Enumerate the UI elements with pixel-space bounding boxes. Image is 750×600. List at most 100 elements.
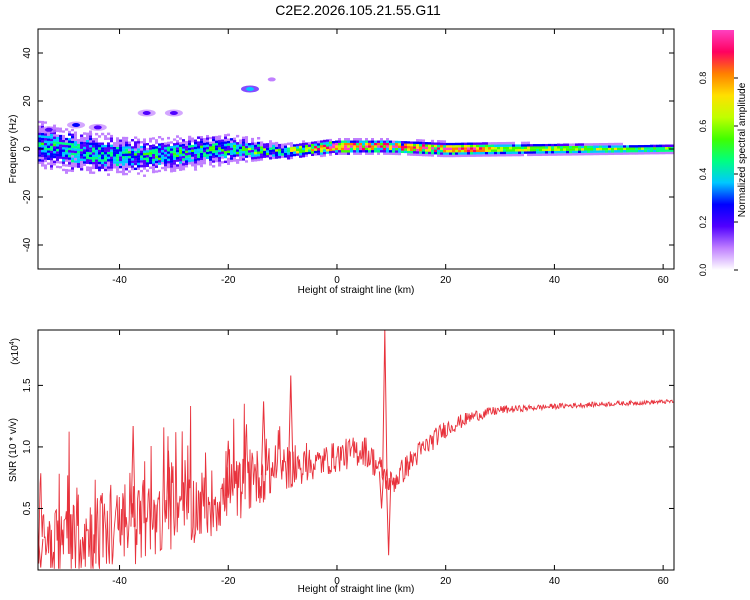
colorbar-tick-label: 0.8: [698, 72, 708, 85]
heatmap-cell: [425, 141, 429, 145]
heatmap-cell: [62, 171, 66, 174]
heatmap-cell: [179, 156, 183, 159]
heatmap-cell: [164, 144, 168, 148]
heatmap-cell: [245, 150, 249, 154]
heatmap-cell: [65, 144, 69, 148]
heatmap-cell: [401, 152, 405, 156]
heatmap-cell: [131, 167, 135, 171]
heatmap-cell: [74, 133, 78, 137]
heatmap-cell: [332, 143, 336, 146]
heatmap-cell: [149, 161, 153, 165]
heatmap-cell: [260, 160, 264, 164]
heatmap-cell: [206, 137, 210, 140]
heatmap-cell: [110, 154, 114, 157]
heatmap-cell: [491, 144, 495, 148]
heatmap-cell: [560, 148, 564, 151]
heatmap-cell: [122, 158, 126, 161]
heatmap-cell: [374, 140, 378, 143]
heatmap-cell: [233, 140, 237, 143]
heatmap-cell: [401, 140, 405, 144]
heatmap-cell: [215, 159, 219, 163]
heatmap-cell: [209, 129, 213, 133]
heatmap-cell: [41, 135, 45, 138]
heatmap-cell: [83, 132, 87, 135]
heatmap-cell: [98, 154, 102, 157]
heatmap-cell: [218, 159, 222, 162]
heatmap-cell: [407, 148, 411, 151]
heatmap-cell: [518, 151, 522, 154]
heatmap-cell: [641, 152, 645, 155]
heatmap-cell: [212, 165, 216, 168]
heatmap-cell: [44, 138, 48, 141]
heatmap-cell: [152, 153, 156, 157]
heatmap-cell: [86, 137, 90, 140]
heatmap-cell: [38, 130, 42, 133]
heatmap-cell: [122, 146, 126, 149]
heatmap-cell: [149, 144, 153, 148]
heatmap-cell: [275, 141, 279, 145]
heatmap-cell: [65, 156, 69, 160]
heatmap-cell: [218, 147, 222, 150]
heatmap-cell: [47, 164, 51, 168]
heatmap-cell: [272, 144, 276, 148]
heatmap-cell: [203, 145, 207, 148]
heatmap-cell: [44, 135, 48, 139]
heatmap-cell: [299, 150, 303, 154]
heatmap-cell: [221, 153, 225, 157]
heatmap-cell: [512, 146, 516, 150]
heatmap-cell: [143, 155, 147, 158]
heatmap-cell: [107, 173, 111, 176]
heatmap-cell: [203, 159, 207, 162]
heatmap-cell: [257, 149, 261, 152]
heatmap-cell: [59, 146, 63, 150]
heatmap-cell: [107, 163, 111, 167]
heatmap-cell: [164, 156, 168, 160]
heatmap-cell: [86, 139, 90, 143]
heatmap-cell: [164, 166, 168, 169]
heatmap-cell: [209, 134, 213, 137]
spectral-blob-core: [246, 87, 254, 91]
heatmap-cell: [620, 142, 624, 146]
heatmap-cell: [506, 149, 510, 152]
heatmap-cell: [77, 153, 81, 156]
heatmap-cell: [95, 147, 99, 150]
heatmap-cell: [239, 151, 243, 154]
heatmap-cell: [539, 146, 543, 149]
heatmap-cell: [188, 150, 192, 153]
heatmap-cell: [146, 150, 150, 153]
heatmap-cell: [89, 137, 93, 141]
heatmap-cell: [428, 142, 432, 145]
heatmap-cell: [98, 173, 102, 177]
heatmap-cell: [173, 150, 177, 153]
heatmap-cell: [332, 152, 336, 156]
heatmap-cell: [92, 147, 96, 150]
heatmap-cell: [662, 147, 666, 150]
heatmap-cell: [134, 143, 138, 147]
heatmap-cell: [308, 144, 312, 147]
heatmap-cell: [110, 144, 114, 148]
heatmap-cell: [470, 154, 474, 157]
heatmap-cell: [77, 148, 81, 152]
heatmap-cell: [302, 145, 306, 148]
heatmap-cell: [146, 169, 150, 172]
heatmap-cell: [662, 151, 666, 155]
heatmap-cell: [62, 135, 66, 138]
heatmap-cell: [200, 147, 204, 151]
heatmap-cell: [398, 147, 402, 151]
heatmap-cell: [167, 158, 171, 162]
heatmap-cell: [308, 142, 312, 145]
heatmap-cell: [152, 165, 156, 169]
heatmap-cell: [299, 145, 303, 149]
heatmap-cell: [389, 152, 393, 155]
heatmap-cell: [659, 149, 663, 152]
heatmap-cell: [323, 144, 327, 148]
heatmap-cell: [137, 155, 141, 158]
heatmap-cell: [74, 138, 78, 142]
heatmap-cell: [80, 146, 84, 149]
heatmap-cell: [248, 159, 252, 163]
heatmap-cell: [314, 150, 318, 154]
heatmap-cell: [59, 149, 63, 152]
heatmap-cell: [170, 160, 174, 163]
heatmap-cell: [434, 154, 438, 157]
heatmap-cell: [110, 170, 114, 174]
